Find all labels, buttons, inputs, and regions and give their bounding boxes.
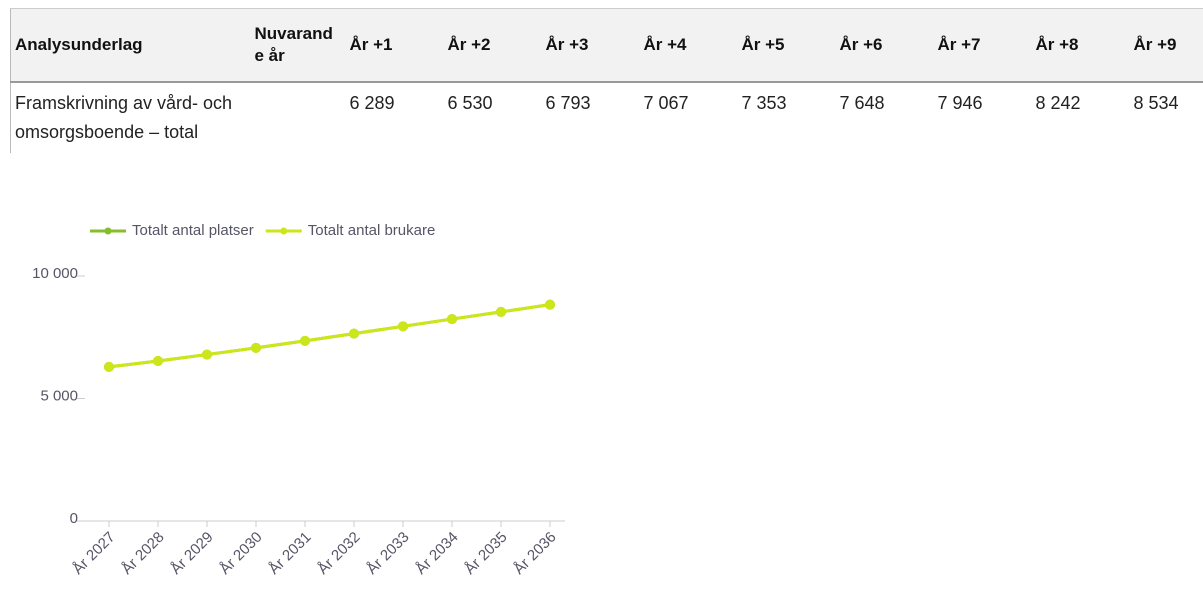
data-point [349, 328, 359, 339]
header-cell: År +6 [835, 8, 934, 83]
series-line [108, 303, 551, 369]
x-tick-label: År 2032 [314, 529, 363, 578]
data-point [496, 306, 506, 317]
table-cell: 7 067 [643, 93, 689, 113]
data-table: Analysunderlag Nuvarande år År +1 År +2 År +… [10, 8, 1203, 153]
header-cell: År +9 [1129, 8, 1203, 83]
table-cell: 6 530 [447, 93, 493, 113]
header-cell: Analysunderlag [10, 8, 251, 83]
legend-label: Totalt antal brukare [308, 222, 436, 239]
header-cell: Nuvarande år [250, 8, 346, 83]
x-tick-label: År 2034 [412, 529, 461, 578]
y-tick-label: 10 000 [32, 265, 78, 282]
data-point [104, 361, 114, 372]
header-cell: År +4 [639, 8, 738, 83]
x-tick-label: År 2030 [216, 529, 265, 578]
x-tick-label: År 2031 [265, 529, 314, 578]
table-cell: 7 648 [839, 93, 885, 113]
table-cell: 7 353 [741, 93, 787, 113]
header-cell: År +5 [737, 8, 836, 83]
legend-dot [104, 227, 112, 235]
legend-dot [280, 227, 288, 235]
header-cell: År +7 [933, 8, 1032, 83]
header-cell: År +1 [345, 8, 444, 83]
table-cell: Framskrivning av vård- och omsorgsboende… [15, 93, 233, 142]
header-cell: År +8 [1031, 8, 1130, 83]
data-point [202, 349, 212, 360]
chart: 0 5 000 10 000 År 2027 År 2028 År 2029 År 2030… [32, 222, 565, 578]
x-tick-label: År 2027 [69, 529, 118, 578]
x-tick-label: År 2036 [510, 529, 559, 578]
data-point [251, 342, 261, 353]
data-point [300, 335, 310, 346]
data-point [153, 356, 163, 367]
data-point [447, 314, 457, 325]
y-tick-label: 5 000 [40, 387, 78, 404]
table-cell: 6 793 [545, 93, 591, 113]
header-cell: År +3 [541, 8, 640, 83]
table-row: Framskrivning av vård- och omsorgsboende… [11, 82, 1203, 153]
table-cell: 6 289 [349, 93, 395, 113]
legend-label: Totalt antal platser [132, 222, 254, 239]
x-tick-label: År 2028 [118, 529, 167, 578]
x-tick-label: År 2035 [461, 529, 510, 578]
y-tick-label: 0 [70, 510, 78, 527]
table-cell: 8 534 [1133, 93, 1179, 113]
data-point [398, 321, 408, 332]
header-cell: År +2 [443, 8, 542, 83]
x-tick-label: År 2033 [363, 529, 412, 578]
table-cell: 8 242 [1035, 93, 1081, 113]
table-cell [251, 82, 346, 153]
data-point [545, 299, 555, 310]
x-tick-label: År 2029 [167, 529, 216, 578]
table-cell: 7 946 [937, 93, 983, 113]
